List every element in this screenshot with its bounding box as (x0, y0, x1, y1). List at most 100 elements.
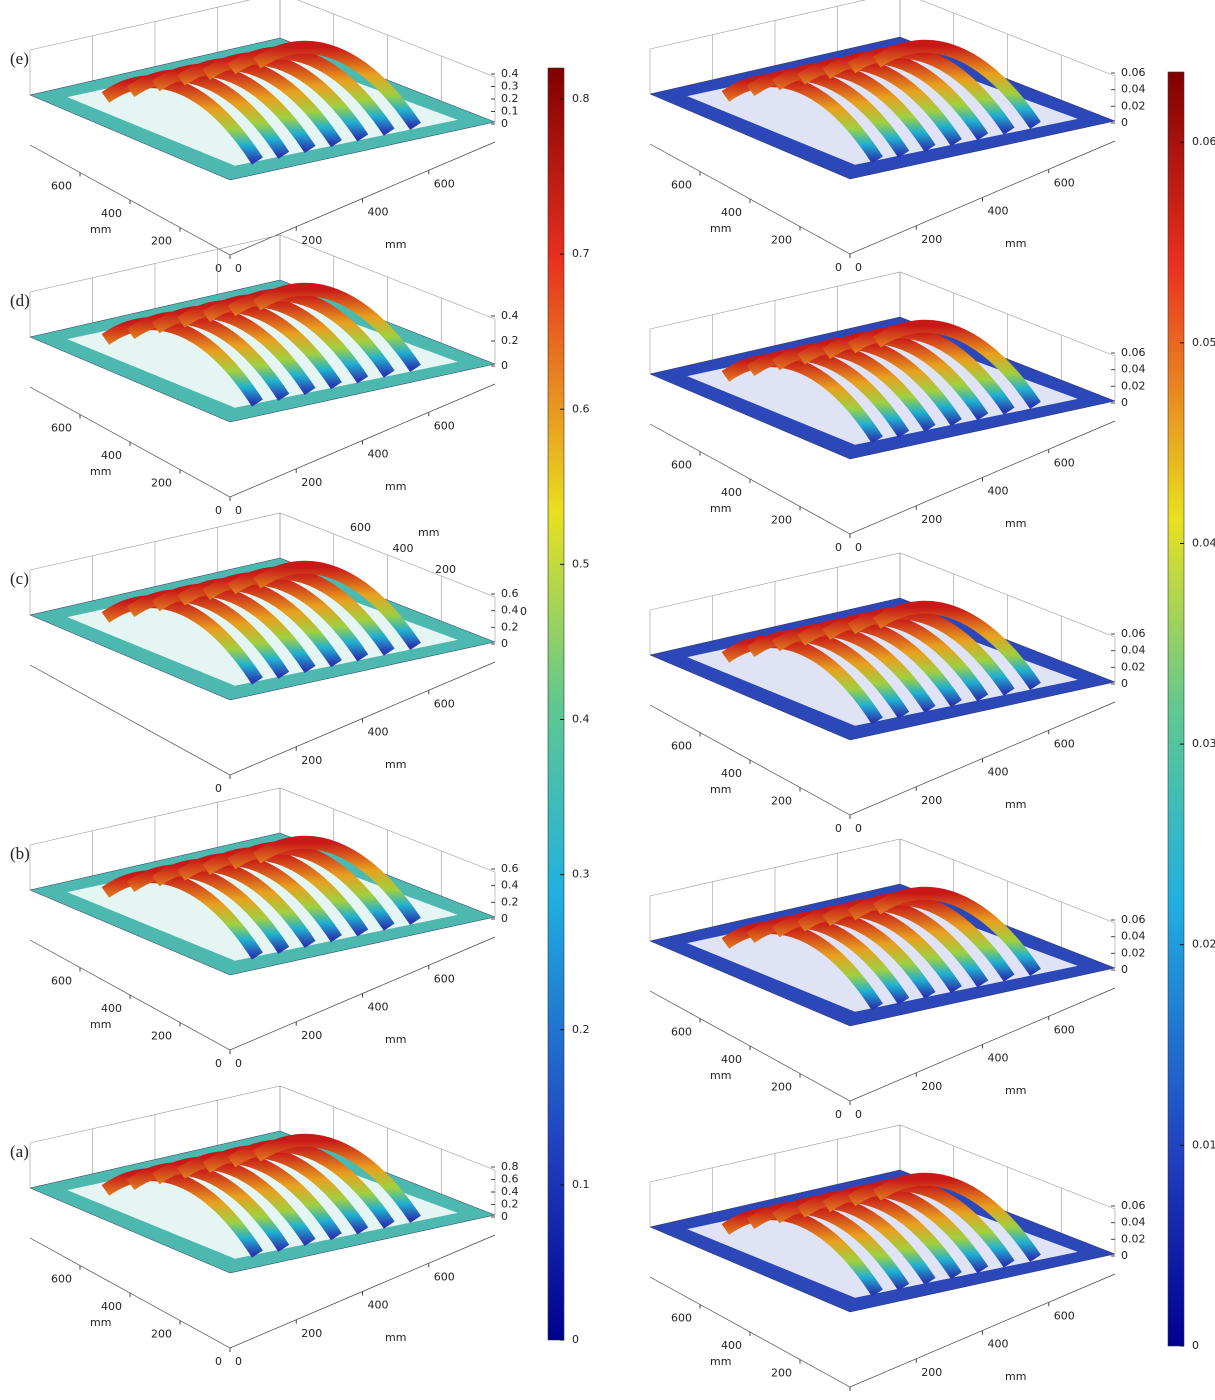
colorbar-tick-label: 0.01 (1192, 1138, 1215, 1151)
colorbar-tick-label: 0.05 (1192, 336, 1215, 349)
x-tick-label: 600 (1054, 176, 1075, 189)
y-tick-label: 400 (101, 1002, 122, 1015)
y-tick-label: 200 (151, 1328, 172, 1341)
z-tick-label: 0 (501, 637, 508, 650)
z-tick-label: 0.06 (1121, 346, 1146, 359)
panel-label: (d) (10, 291, 30, 310)
y-tick-label: 400 (721, 1053, 742, 1066)
x-unit: mm (1005, 1084, 1026, 1097)
z-tick-label: 0 (1121, 396, 1128, 409)
x-tick-label: 400 (988, 766, 1009, 779)
colorbar-tick-label: 0.2 (572, 1023, 590, 1036)
y-tick-label: 200 (151, 477, 172, 490)
y-unit: mm (710, 502, 731, 515)
colorbar-tick-label: 0.5 (572, 557, 590, 570)
z-tick-label: 0.4 (501, 1185, 519, 1198)
panel: (d)00.20.40200400600mm0200400600mm (10, 235, 519, 517)
y-tick-label: 600 (671, 1312, 692, 1325)
x-tick-label: 400 (368, 206, 389, 219)
x-tick-label: 600 (434, 697, 455, 710)
z-tick-label: 0 (501, 117, 508, 130)
z-tick-label: 0 (501, 1210, 508, 1223)
y-tick-label: 0 (215, 504, 222, 517)
y-tick-label: 400 (101, 1300, 122, 1313)
panel: 00.020.040.060200400600mm0200400600mm (650, 0, 1146, 274)
y-tick-label: 600 (51, 975, 72, 988)
top-tick-label: 0 (520, 605, 527, 618)
y-tick-label: 0 (835, 1108, 842, 1121)
x-tick-label: 600 (434, 972, 455, 985)
y-unit: mm (90, 1018, 111, 1031)
top-unit: mm (418, 526, 439, 539)
z-tick-label: 0.2 (501, 620, 519, 633)
x-tick-label: 400 (368, 448, 389, 461)
x-tick-label: 400 (988, 1338, 1009, 1351)
z-tick-label: 0.4 (501, 879, 519, 892)
colorbar-tick-label: 0.4 (572, 713, 590, 726)
x-tick-label: 600 (434, 419, 455, 432)
panel: 00.020.040.060200400600mm0200400600mm (650, 839, 1146, 1121)
x-tick-label: 400 (368, 1001, 389, 1014)
z-tick-label: 0 (1121, 677, 1128, 690)
x-tick-label: 0 (855, 261, 862, 274)
x-unit: mm (385, 1033, 406, 1046)
colorbar-tick-label: 0.3 (572, 868, 590, 881)
y-tick-label: 200 (771, 795, 792, 808)
x-tick-label: 600 (1054, 456, 1075, 469)
y-unit: mm (710, 1069, 731, 1082)
x-tick-label: 200 (301, 1029, 322, 1042)
y-unit: mm (90, 1316, 111, 1329)
x-tick-label: 0 (235, 262, 242, 275)
panel: (e)00.10.20.30.40200400600mm0200400600mm (10, 0, 519, 275)
x-tick-label: 0 (235, 504, 242, 517)
z-tick-label: 0.06 (1121, 913, 1146, 926)
x-tick-label: 200 (921, 1080, 942, 1093)
panel: 00.020.040.060200400600mm0200400600mm (650, 1125, 1146, 1396)
z-tick-label: 0.2 (501, 92, 519, 105)
x-tick-label: 400 (988, 205, 1009, 218)
y-tick-label: 600 (671, 459, 692, 472)
colorbar-tick-label: 0.02 (1192, 938, 1215, 951)
y-tick-label: 600 (51, 1273, 72, 1286)
z-tick-label: 0.4 (501, 67, 519, 80)
z-tick-label: 0.3 (501, 80, 519, 93)
y-unit: mm (710, 222, 731, 235)
colorbar-tick-label: 0.1 (572, 1178, 590, 1191)
z-tick-label: 0.6 (501, 1173, 519, 1186)
z-tick-label: 0.04 (1121, 930, 1146, 943)
y-tick-label: 0 (215, 1355, 222, 1368)
y-tick-label: 600 (51, 180, 72, 193)
y-tick-label: 200 (771, 514, 792, 527)
z-tick-label: 0.04 (1121, 363, 1146, 376)
z-tick-label: 0.6 (501, 862, 519, 875)
y-tick-label: 0 (835, 541, 842, 554)
z-tick-label: 0 (501, 359, 508, 372)
y-tick-label: 0 (215, 782, 222, 795)
panel-label: (e) (10, 49, 29, 68)
y-tick-label: 600 (671, 179, 692, 192)
z-tick-label: 0.04 (1121, 644, 1146, 657)
z-tick-label: 0.02 (1121, 379, 1146, 392)
x-unit: mm (385, 1331, 406, 1344)
z-tick-label: 0 (1121, 116, 1128, 129)
panel-label: (a) (10, 1142, 29, 1161)
y-tick-label: 600 (671, 740, 692, 753)
x-tick-label: 200 (301, 1327, 322, 1340)
y-tick-label: 600 (51, 422, 72, 435)
x-unit: mm (1005, 517, 1026, 530)
x-tick-label: 0 (855, 822, 862, 835)
y-tick-label: 0 (835, 822, 842, 835)
y-tick-label: 200 (151, 235, 172, 248)
colorbar (1168, 72, 1184, 1346)
y-tick-label: 0 (835, 261, 842, 274)
y-unit: mm (710, 1355, 731, 1368)
z-tick-label: 0.04 (1121, 83, 1146, 96)
x-unit: mm (385, 238, 406, 251)
x-unit: mm (385, 480, 406, 493)
z-tick-label: 0.1 (501, 105, 519, 118)
figure: (e)00.10.20.30.40200400600mm0200400600mm… (0, 0, 1215, 1396)
colorbar (548, 68, 564, 1340)
panel-label: (b) (10, 844, 30, 863)
